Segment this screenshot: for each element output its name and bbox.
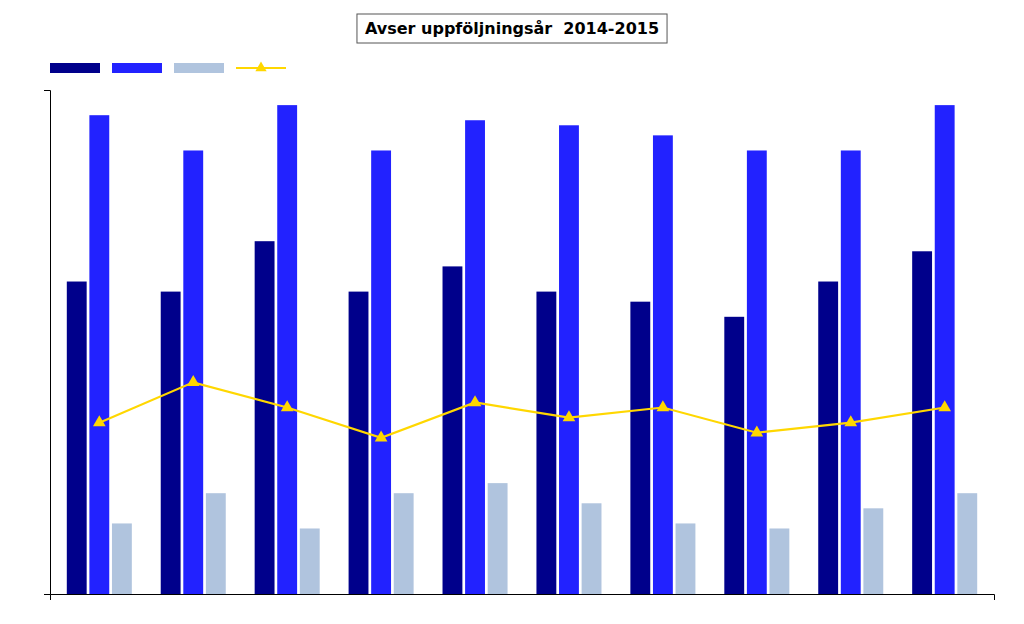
legend-item [236, 61, 286, 71]
line-marker [469, 395, 482, 406]
line-marker [657, 400, 670, 411]
bar [957, 493, 977, 594]
legend [50, 61, 286, 73]
bar [89, 115, 109, 594]
title-group: Avser uppföljningsår 2014-2015 [357, 14, 667, 43]
x-axis-line [51, 595, 995, 601]
bar [935, 105, 955, 594]
legend-item [112, 63, 162, 73]
line [99, 382, 944, 437]
bar [724, 317, 744, 594]
bar [747, 150, 767, 594]
bar [443, 266, 463, 594]
bar [206, 493, 226, 594]
bar [255, 241, 275, 594]
bar [394, 493, 414, 594]
legend-item [174, 63, 224, 73]
legend-swatch [174, 63, 224, 73]
chart: Avser uppföljningsår 2014-2015 [0, 0, 1024, 624]
line-marker [375, 430, 388, 441]
y-axis [44, 91, 51, 595]
legend-swatch [50, 63, 100, 73]
bar [371, 150, 391, 594]
line-marker [938, 400, 951, 411]
bar [912, 251, 932, 594]
y-axis-line [44, 91, 51, 595]
bar [349, 292, 369, 594]
bar [465, 120, 485, 594]
bar [183, 150, 203, 594]
bar [841, 150, 861, 594]
x-axis [51, 595, 995, 601]
line-marker [750, 425, 763, 436]
bar-series [89, 105, 954, 594]
bar [161, 292, 181, 594]
bar [676, 523, 696, 594]
bar [300, 528, 320, 594]
bar [818, 282, 838, 594]
bar [582, 503, 602, 594]
bar [559, 125, 579, 594]
title-box [357, 14, 667, 43]
bar-series [112, 483, 977, 594]
bar [536, 292, 556, 594]
plot-area [67, 105, 977, 594]
title: Avser uppföljningsår 2014-2015 [365, 19, 659, 38]
bar [277, 105, 297, 594]
bar [67, 282, 87, 594]
line-marker [93, 415, 106, 426]
legend-marker [255, 61, 266, 71]
bar [630, 302, 650, 594]
line-marker [563, 410, 576, 421]
line-marker [844, 415, 857, 426]
bar [112, 523, 132, 594]
line-marker [281, 400, 294, 411]
bar [769, 528, 789, 594]
legend-swatch [112, 63, 162, 73]
legend-item [50, 63, 100, 73]
bar [653, 135, 673, 594]
bar [863, 508, 883, 594]
bar [488, 483, 508, 594]
line-marker [187, 375, 200, 386]
